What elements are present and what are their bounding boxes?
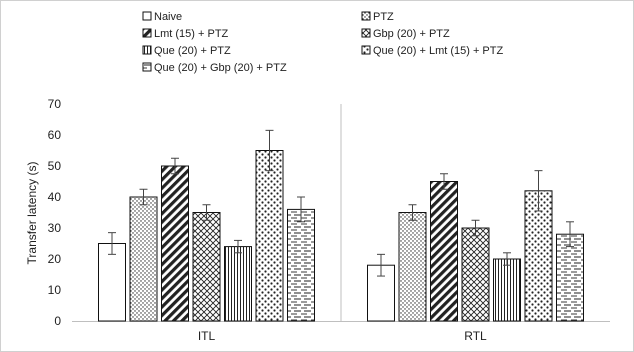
y-axis-title: Transfer latency (s) [25,162,39,265]
legend-swatch [142,11,152,21]
y-tick-label: 10 [48,283,62,297]
legend-label: Que (20) + Gbp (20) + PTZ [154,62,287,74]
y-tick-label: 70 [48,97,62,111]
bar [493,258,521,322]
legend-swatch [142,28,152,38]
bar [224,246,252,322]
y-tick-label: 40 [48,190,62,204]
legend: Naive PTZ Lmt (15) + PTZ Gbp (20) + PTZ Que … [142,11,503,74]
legend-label: Gbp (20) + PTZ [373,28,450,40]
bar [129,196,158,322]
bar [524,190,553,322]
bar [461,227,490,322]
bar [98,243,126,322]
legend-label: Naive [154,11,182,23]
bar [255,150,284,322]
x-tick-label: RTL [464,329,487,343]
bars [98,129,584,322]
legend-label: PTZ [373,11,394,23]
bar [556,233,584,322]
bar [287,208,315,322]
legend-swatch [142,62,152,72]
legend-label: Que (20) + Lmt (15) + PTZ [373,45,503,57]
legend-label: Que (20) + PTZ [154,45,231,57]
legend-label: Lmt (15) + PTZ [154,28,229,40]
legend-swatch [361,45,371,55]
y-tick-label: 30 [48,221,62,235]
bar [161,165,189,322]
y-tick-label: 60 [48,128,62,142]
legend-swatch [361,11,371,21]
legend-swatch [142,45,152,55]
y-tick-label: 0 [54,314,61,328]
legend-swatch [361,28,371,38]
bar [398,212,427,322]
y-tick-label: 20 [48,252,62,266]
bar [430,181,458,322]
y-tick-label: 50 [48,159,62,173]
bar [192,212,221,322]
y-axis: 0 10 20 30 40 50 60 70 [48,97,62,328]
x-tick-label: ITL [198,329,216,343]
